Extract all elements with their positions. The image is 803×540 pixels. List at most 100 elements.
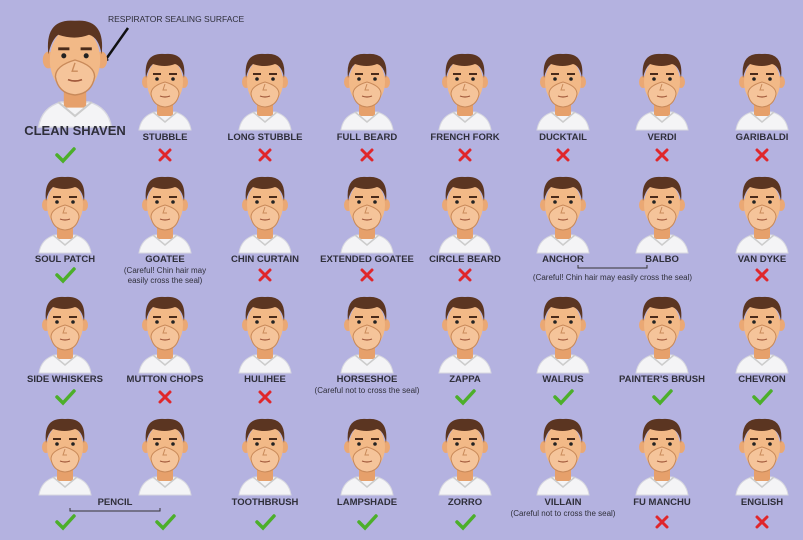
featured-label: CLEAN SHAVEN [24,123,126,138]
style-label: ZAPPA [449,374,481,385]
mouth [459,218,471,221]
shirt [38,234,92,254]
face [340,418,394,496]
mask-outline [250,81,280,108]
mask-outline [50,446,80,473]
style-label: PAINTER'S BRUSH [619,374,705,385]
shirt [238,476,292,496]
mouth [259,218,271,221]
face [138,176,192,254]
collar [152,234,178,246]
shirt [536,234,590,254]
mouth [67,78,83,82]
not-allowed-mark [755,515,769,529]
shirt [38,476,92,496]
hair [742,296,782,321]
collar [649,476,675,488]
style-label: WALRUS [542,374,583,385]
eye [373,77,377,81]
mask-outline [54,59,96,96]
mouth [259,460,271,463]
eye [255,200,259,204]
shirt [138,111,192,131]
collar [52,234,78,246]
mask-outline [352,446,382,473]
style-label: VILLAIN [545,497,582,508]
hair [445,176,485,201]
face [635,418,689,496]
face [536,53,590,131]
nose [560,326,565,334]
nose [262,206,267,214]
shirt [635,111,689,131]
mask-outline [548,446,578,473]
eye [271,200,275,204]
shirt [536,476,590,496]
eye [271,77,275,81]
face [438,296,492,374]
style-label: BALBO [645,254,679,265]
not-allowed-mark [655,148,669,162]
eye [569,442,573,446]
eye [357,442,361,446]
mouth [159,460,171,463]
eye [255,320,259,324]
hair [45,176,85,201]
nose [659,83,664,91]
shirt [238,111,292,131]
shirt [340,234,394,254]
eye [668,200,672,204]
collar [550,354,576,366]
mouth [756,338,768,341]
nose [71,62,78,72]
mask-outline [250,204,280,231]
mouth [656,460,668,463]
mouth [756,218,768,221]
nose [759,448,764,456]
hair [642,296,682,321]
eye [171,320,175,324]
eye [271,442,275,446]
group-bracket [69,508,161,512]
collar [749,234,775,246]
style-label: SOUL PATCH [35,254,95,265]
face [340,53,394,131]
mask-outline [150,204,180,231]
not-allowed-mark [258,390,272,404]
collar [649,111,675,123]
mouth [557,460,569,463]
mask-outline [50,324,80,351]
hair [245,53,285,78]
shirt [238,234,292,254]
style-label: LONG STUBBLE [228,132,303,143]
nose [364,83,369,91]
eye [171,77,175,81]
allowed-mark [357,514,378,531]
eye [471,77,475,81]
shirt [340,111,394,131]
shirt [536,111,590,131]
eye [171,200,175,204]
mask-outline [548,204,578,231]
mouth [756,95,768,98]
eye [768,442,772,446]
style-label: MUTTON CHOPS [127,374,204,385]
mouth [259,338,271,341]
group-caption: (Careful! Chin hair may easily cross the… [533,273,693,282]
face [38,418,92,496]
eye [373,442,377,446]
collar [550,234,576,246]
shirt [735,354,789,374]
mask-outline [647,81,677,108]
mask-outline [548,81,578,108]
hair [245,176,285,201]
hair [45,418,85,443]
mask-outline [50,204,80,231]
face [238,418,292,496]
face [438,176,492,254]
nose [560,206,565,214]
style-label: EXTENDED GOATEE [320,254,414,265]
eye [668,442,672,446]
eye [255,77,259,81]
style-label: ANCHOR [542,254,584,265]
